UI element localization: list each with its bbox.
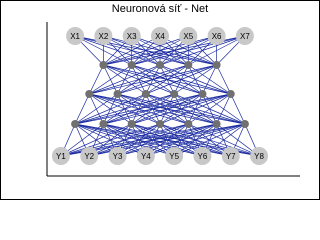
node-label: Y1 <box>56 152 66 161</box>
connection <box>103 35 217 66</box>
nodes: X1 X2 X3 X4 X5 X6 X7 Y1 Y2 Y3 Y4 Y5 Y6 Y7 Y8 <box>51 27 269 165</box>
connection <box>117 64 217 95</box>
connection <box>74 93 175 125</box>
input-node <box>235 27 254 45</box>
hidden-node <box>212 120 221 128</box>
connection <box>75 93 231 125</box>
output-node <box>136 147 155 165</box>
output-node <box>165 147 184 165</box>
hidden-node <box>156 61 164 69</box>
node-label: X7 <box>240 32 250 41</box>
hidden-node <box>99 61 108 69</box>
hidden-node <box>127 61 136 69</box>
hidden-node <box>198 90 207 98</box>
connection <box>216 93 232 125</box>
output-node <box>108 147 127 165</box>
connection <box>174 123 246 157</box>
input-node <box>207 27 226 45</box>
connection <box>159 93 231 125</box>
node-label: X2 <box>99 32 109 41</box>
connection <box>103 93 231 125</box>
output-node <box>80 147 99 165</box>
node-label: X3 <box>127 32 137 41</box>
node-label: Y5 <box>169 152 179 161</box>
connection <box>188 35 246 66</box>
node-label: X6 <box>212 32 222 41</box>
hidden-node <box>212 61 221 69</box>
node-label: X4 <box>155 32 165 41</box>
connection <box>74 93 90 125</box>
connection <box>60 123 132 157</box>
connection <box>89 64 189 95</box>
connection <box>202 64 217 95</box>
connection <box>145 64 217 95</box>
hidden-node <box>85 90 94 98</box>
hidden-node <box>141 90 150 98</box>
node-label: Y3 <box>113 152 123 161</box>
title: Neuronová síť - Net <box>112 3 208 15</box>
connection <box>216 64 232 95</box>
input-node <box>151 27 169 45</box>
node-label: Y8 <box>254 152 264 161</box>
hidden-node <box>226 90 235 98</box>
output-node <box>250 147 269 165</box>
connection <box>230 93 246 125</box>
connection <box>173 64 217 95</box>
connection <box>131 93 231 125</box>
connection <box>89 64 161 95</box>
connection <box>89 64 217 95</box>
connection <box>74 93 146 125</box>
hidden-node <box>71 120 80 128</box>
hidden-node <box>184 61 193 69</box>
hidden-node <box>113 90 122 98</box>
diagram: Neuronová síť - Net X1 X2 X3 X4 X5 X6 X7 Y1 Y2 Y3… <box>0 0 320 200</box>
hidden-node <box>156 120 164 128</box>
node-label: Y4 <box>141 152 151 161</box>
connection <box>74 93 118 125</box>
node-label: X5 <box>183 32 193 41</box>
input-node <box>94 27 113 45</box>
connection <box>159 35 246 66</box>
output-node <box>51 147 70 165</box>
connection <box>89 64 132 95</box>
connection <box>145 123 246 157</box>
node-label: X1 <box>70 32 80 41</box>
hidden-node <box>127 120 136 128</box>
node-label: Y7 <box>226 152 236 161</box>
output-node <box>193 147 212 165</box>
connection <box>60 123 161 157</box>
node-label: Y2 <box>84 152 94 161</box>
connection <box>75 93 203 125</box>
connection <box>88 64 104 95</box>
node-label: Y6 <box>198 152 208 161</box>
connection <box>103 35 161 66</box>
hidden-node <box>240 120 249 128</box>
connection <box>188 93 231 125</box>
input-node <box>179 27 198 45</box>
connection <box>131 35 245 66</box>
connection <box>103 35 189 66</box>
hidden-node <box>184 120 193 128</box>
hidden-node <box>99 120 108 128</box>
output-node <box>221 147 240 165</box>
input-node <box>122 27 141 45</box>
input-node <box>66 27 85 45</box>
hidden-node <box>170 90 179 98</box>
